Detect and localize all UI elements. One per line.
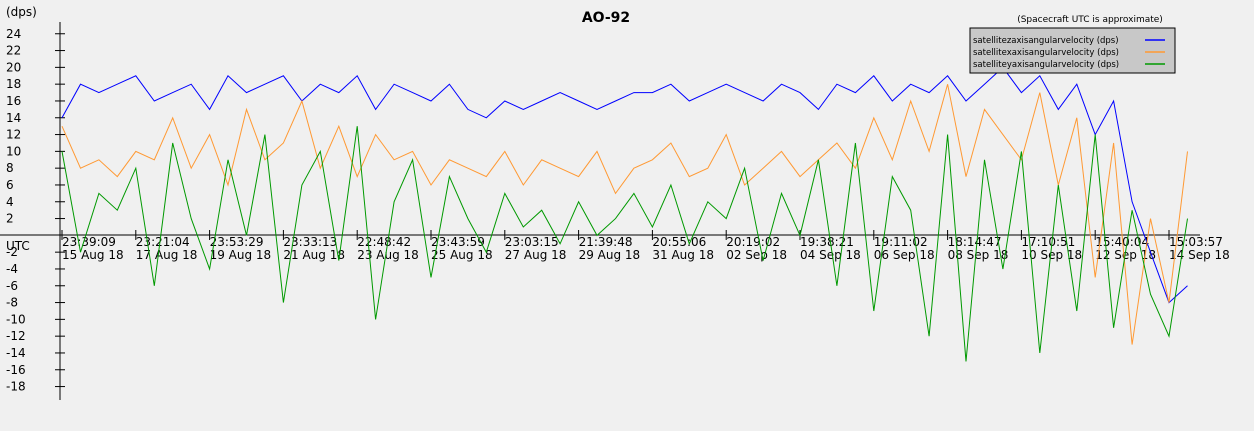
y-tick-label: -12: [6, 329, 26, 343]
y-tick-label: -10: [6, 312, 26, 326]
y-tick-label: -14: [6, 346, 26, 360]
legend-label: satellitexaxisangularvelocity (dps): [973, 48, 1119, 58]
y-tick-label: -2: [6, 245, 18, 259]
x-tick-label: 23:53:29 19 Aug 18: [210, 235, 272, 262]
y-tick-label: 8: [6, 161, 14, 175]
y-tick-label: 24: [6, 27, 21, 41]
x-tick-label: 19:11:02 06 Sep 18: [874, 235, 935, 262]
x-tick-label: 15:03:57 14 Sep 18: [1169, 235, 1230, 262]
legend-label: satelliteyaxisangularvelocity (dps): [973, 60, 1119, 70]
y-tick-label: -8: [6, 296, 18, 310]
chart-subtitle: (Spacecraft UTC is approximate): [1017, 15, 1163, 25]
x-tick-label: 23:39:09 15 Aug 18: [62, 235, 124, 262]
x-tick-label: 23:33:13 21 Aug 18: [283, 235, 345, 262]
zero-label: UTC: [6, 239, 30, 253]
y-tick-label: -4: [6, 262, 18, 276]
y-tick-label: 20: [6, 60, 21, 74]
x-tick-label: 23:21:04 17 Aug 18: [136, 235, 198, 262]
y-tick-label: -16: [6, 363, 26, 377]
y-tick-label: -18: [6, 380, 26, 394]
x-tick-label: 23:03:15 27 Aug 18: [505, 235, 567, 262]
x-tick-label: 23:43:59 25 Aug 18: [431, 235, 493, 262]
y-tick-label: 16: [6, 94, 21, 108]
x-tick-label: 22:48:42 23 Aug 18: [357, 235, 419, 262]
x-tick-label: 20:55:06 31 Aug 18: [652, 235, 714, 262]
x-tick-label: 18:14:47 08 Sep 18: [948, 235, 1009, 262]
legend: satellitezaxisangularvelocity (dps) satel…: [969, 27, 1176, 74]
y-tick-label: 22: [6, 44, 21, 58]
y-tick-label: 6: [6, 178, 14, 192]
series-line: [61, 84, 1188, 345]
legend-box: [969, 27, 1176, 74]
series-line: [61, 126, 1188, 362]
x-tick-label: 20:19:02 02 Sep 18: [726, 235, 787, 262]
y-tick-label: -6: [6, 279, 18, 293]
x-tick-label: 21:39:48 29 Aug 18: [579, 235, 641, 262]
chart-title: AO-92: [582, 10, 630, 26]
y-axis-label: (dps): [6, 5, 37, 19]
y-tick-label: 10: [6, 144, 21, 158]
legend-label: satellitezaxisangularvelocity (dps): [973, 36, 1119, 46]
y-tick-label: 12: [6, 128, 21, 142]
y-tick-label: 4: [6, 195, 14, 209]
x-tick-label: 19:38:21 04 Sep 18: [800, 235, 861, 262]
y-tick-label: 14: [6, 111, 21, 125]
x-tick-label: 17:10:51 10 Sep 18: [1021, 235, 1082, 262]
y-tick-label: 18: [6, 77, 21, 91]
y-tick-label: 2: [6, 212, 14, 226]
